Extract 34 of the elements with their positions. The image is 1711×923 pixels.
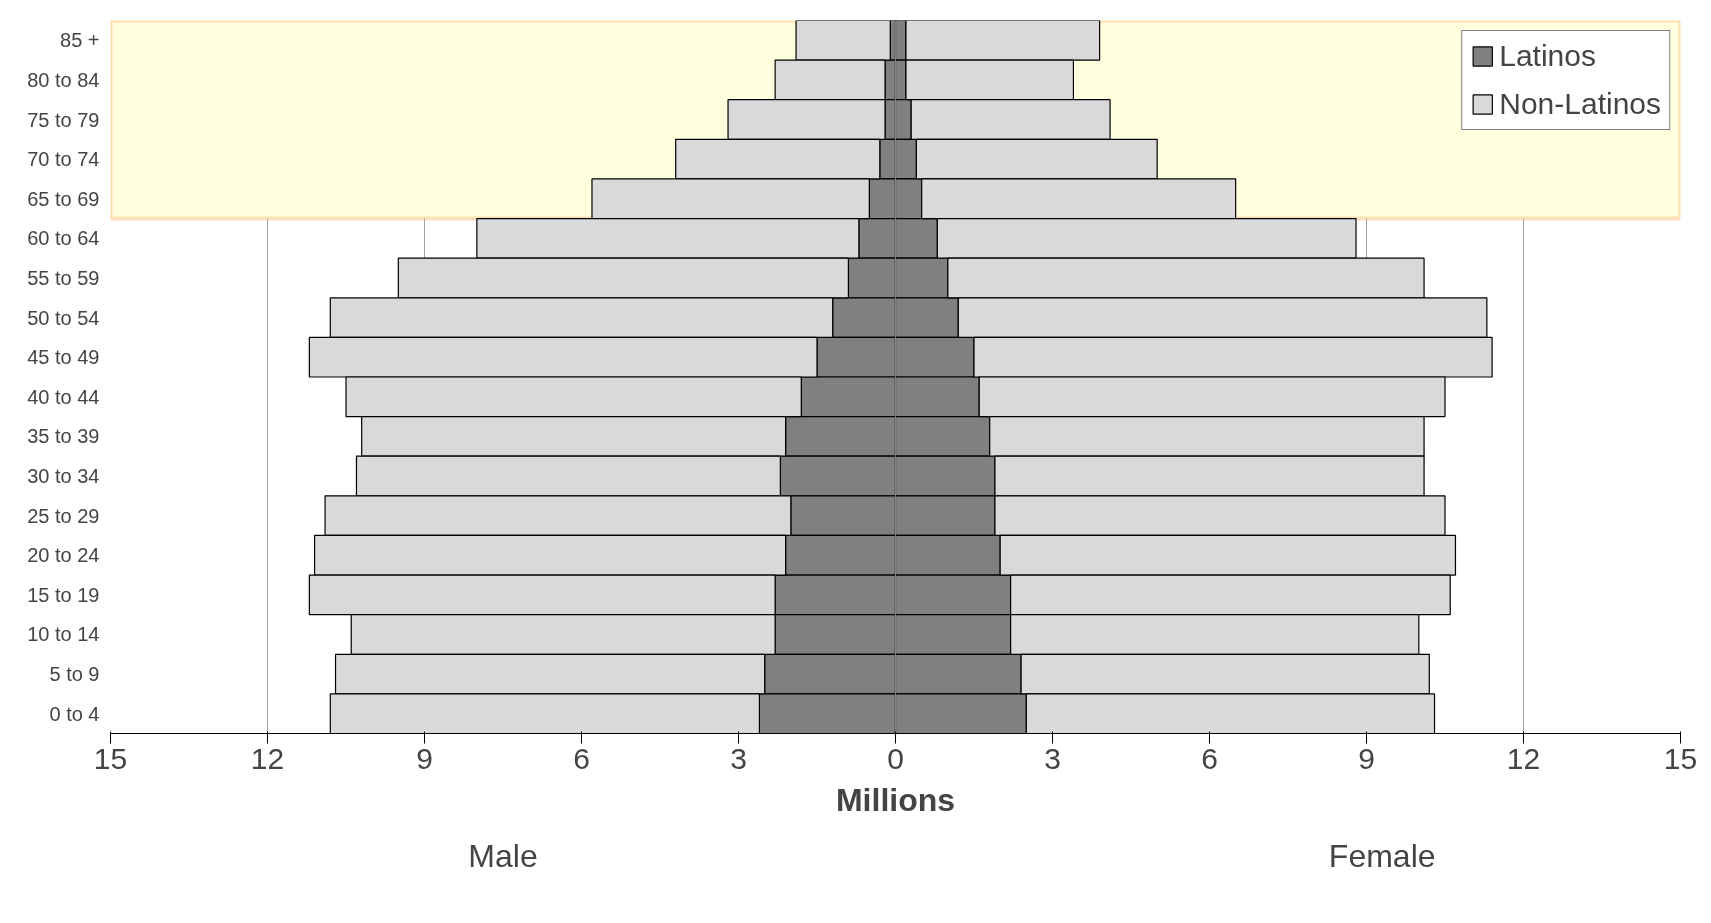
y-tick-label: 75 to 79: [27, 108, 100, 131]
y-tick-label: 10 to 14: [27, 623, 100, 646]
y-tick-label: 70 to 74: [27, 148, 100, 171]
y-tick-label: 45 to 49: [27, 346, 100, 369]
x-tick-label: 12: [250, 741, 285, 775]
legend-label: Latinos: [1499, 39, 1596, 73]
x-tick-label: 9: [1358, 741, 1375, 775]
y-tick-label: 20 to 24: [27, 544, 100, 567]
y-tick-label: 15 to 19: [27, 583, 100, 606]
x-axis-title: Millions: [835, 781, 956, 818]
x-tick-label: 0: [887, 741, 904, 775]
text: Male: [468, 837, 538, 874]
y-tick-label: 0 to 4: [49, 702, 100, 725]
y-tick-label: 50 to 54: [27, 306, 100, 329]
y-tick-label: 5 to 9: [49, 663, 100, 686]
y-tick-label: 80 to 84: [27, 68, 100, 91]
y-tick-label: 85 +: [60, 29, 100, 52]
x-tick-label: 12: [1506, 741, 1541, 775]
y-tick-label: 30 to 34: [27, 465, 100, 488]
text: Female: [1328, 837, 1436, 874]
x-tick-label: 6: [573, 741, 590, 775]
x-tick-label: 3: [730, 741, 747, 775]
y-tick-label: 65 to 69: [27, 187, 100, 210]
y-tick-label: 25 to 29: [27, 504, 100, 527]
x-tick-label: 9: [416, 741, 433, 775]
x-tick-label: 6: [1201, 741, 1218, 775]
y-tick-label: 55 to 59: [27, 266, 100, 289]
x-tick-label: 3: [1044, 741, 1061, 775]
x-tick-label: 15: [93, 741, 128, 775]
y-tick-label: 35 to 39: [27, 425, 100, 448]
x-tick-label: 15: [1663, 741, 1698, 775]
y-tick-label: 60 to 64: [27, 227, 100, 250]
y-tick-label: 40 to 44: [27, 385, 100, 408]
legend-label: Non-Latinos: [1499, 87, 1661, 121]
